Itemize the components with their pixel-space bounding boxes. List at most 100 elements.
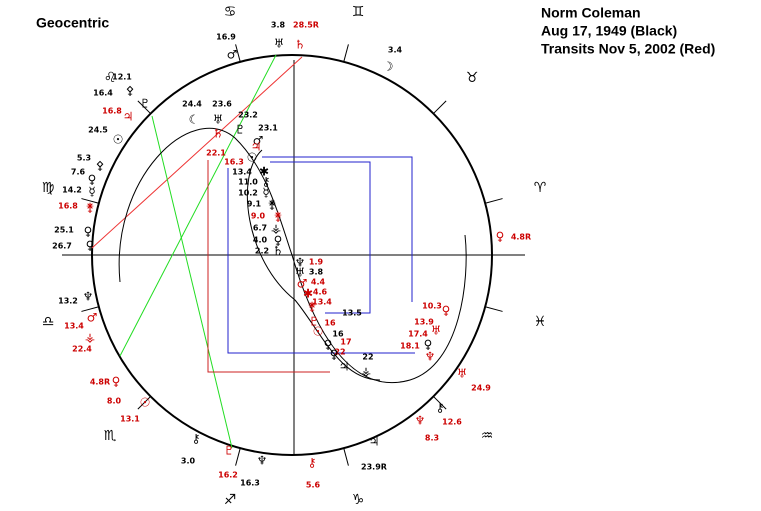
- planet-glyph: ♀: [112, 375, 121, 389]
- degree-label: 2.2: [255, 247, 269, 256]
- planet-glyph: ♀: [496, 230, 505, 244]
- degree-label: 3.4: [388, 46, 403, 55]
- transit-date: Transits Nov 5, 2002 (Red): [541, 41, 715, 57]
- planet-glyph: ☉: [247, 151, 258, 165]
- degree-label: 16.2: [218, 471, 238, 480]
- degree-label: 16.9: [216, 33, 236, 42]
- planet-glyph: ♃: [123, 110, 134, 124]
- degree-label: 13.4: [232, 168, 252, 177]
- planet-glyph: ⚷: [436, 401, 445, 415]
- sign-tick: [485, 306, 503, 312]
- planet-glyph: ♂: [253, 134, 264, 148]
- degree-label: 8.3: [425, 434, 439, 443]
- planet-glyph: ♀: [424, 338, 433, 352]
- planet-glyph: ☉: [140, 396, 151, 410]
- planet-glyph: ♆: [425, 350, 436, 364]
- degree-label: 4.8R: [511, 233, 531, 242]
- planet-glyph: ☿: [262, 186, 269, 200]
- planet-glyph: ⚵: [86, 201, 95, 215]
- aspect-line: [119, 54, 277, 357]
- degree-label: 14.2: [62, 186, 82, 195]
- zodiac-sign: ♎: [42, 314, 55, 330]
- planet-glyph: ♇: [224, 444, 235, 458]
- degree-label: 16: [324, 319, 336, 328]
- degree-label: 9.0: [251, 212, 266, 221]
- planet-glyph: ♆: [415, 414, 426, 428]
- degree-label: 23.9R: [361, 463, 387, 472]
- sign-tick: [485, 198, 503, 204]
- zodiac-sign: ♍: [42, 180, 55, 196]
- degree-label: 11.0: [238, 178, 258, 187]
- aspect-line: [227, 156, 415, 354]
- degree-label: 16.3: [224, 158, 244, 167]
- degree-label: 18.1: [400, 342, 420, 351]
- sign-tick: [137, 396, 151, 410]
- planet-glyph: ♀: [324, 338, 333, 352]
- degree-label: 26.7: [52, 242, 72, 251]
- sign-tick: [137, 100, 151, 114]
- degree-label: 24.5: [88, 126, 108, 135]
- degree-label: 1.9: [309, 258, 324, 267]
- planet-glyph: ♇: [140, 97, 151, 111]
- degree-label: 8.0: [107, 397, 122, 406]
- degree-label: 25.1: [54, 226, 74, 235]
- degree-label: 12.1: [112, 73, 132, 82]
- zodiac-sign: ♓: [534, 314, 547, 330]
- degree-label: 13.5: [342, 309, 362, 318]
- curve: [246, 149, 381, 381]
- subject-name: Norm Coleman: [541, 5, 641, 21]
- degree-label: 10.2: [238, 189, 258, 198]
- planet-glyph: ♃: [251, 140, 262, 154]
- planet-glyph: ☾: [189, 113, 200, 127]
- zodiac-sign: ♒: [481, 428, 494, 444]
- planet-glyph: ♂: [227, 48, 238, 62]
- degree-label: 22.1: [206, 149, 226, 158]
- planet-glyph: ☿: [88, 185, 95, 199]
- degree-label: 23.1: [258, 124, 278, 133]
- planet-glyph: ♂: [87, 311, 98, 325]
- degree-label: 16.8: [102, 107, 122, 116]
- zodiac-sign: ♋: [224, 4, 237, 20]
- degree-label: 17.4: [408, 330, 428, 339]
- planet-glyph: ☉: [113, 133, 124, 147]
- degree-label: 4.0: [253, 236, 268, 245]
- degree-label: 23.6: [212, 100, 232, 109]
- degree-label: 5.6: [306, 481, 321, 490]
- degree-label: 22: [362, 353, 373, 362]
- degree-label: 9.1: [247, 200, 262, 209]
- sign-tick: [433, 396, 447, 410]
- planet-glyph: ⚵: [308, 300, 317, 314]
- degree-label: 3.8: [271, 21, 286, 30]
- sign-tick: [433, 100, 447, 114]
- zodiac-sign: ♊: [352, 4, 365, 20]
- planet-glyph: ⚵: [268, 198, 277, 212]
- planet-glyph: ♅: [457, 367, 468, 381]
- degree-label: 28.5R: [293, 21, 319, 30]
- degree-label: 3.8: [309, 268, 324, 277]
- planet-glyph: ☽: [383, 60, 394, 74]
- planet-glyph: ♅: [431, 324, 442, 338]
- planet-glyph: ♇: [309, 315, 320, 329]
- degree-label: 22: [334, 348, 345, 357]
- planet-glyph: ♃: [339, 360, 350, 374]
- degree-label: 3.0: [181, 457, 196, 466]
- sign-tick: [235, 44, 241, 62]
- degree-label: 16.3: [240, 479, 260, 488]
- degree-label: 13.4: [64, 322, 84, 331]
- planet-glyph: ⚵: [274, 210, 283, 224]
- degree-label: 23.2: [238, 111, 258, 120]
- aspect-line: [91, 56, 303, 249]
- zodiac-sign: ♉: [466, 70, 479, 86]
- degree-label: 13.1: [120, 415, 140, 424]
- natal-date: Aug 17, 1949 (Black): [541, 23, 677, 39]
- planet-glyph: ♀: [274, 234, 283, 248]
- planet-glyph: ♀: [86, 239, 95, 253]
- zodiac-sign: ♈: [534, 180, 547, 196]
- planet-glyph: ♀: [330, 348, 339, 362]
- planet-glyph: ♆: [295, 256, 306, 270]
- planet-glyph: ♆: [257, 454, 268, 468]
- sign-tick: [81, 198, 99, 204]
- degree-label: 13.9: [414, 318, 434, 327]
- degree-label: 6.7: [253, 224, 267, 233]
- degree-label: 16: [332, 330, 344, 339]
